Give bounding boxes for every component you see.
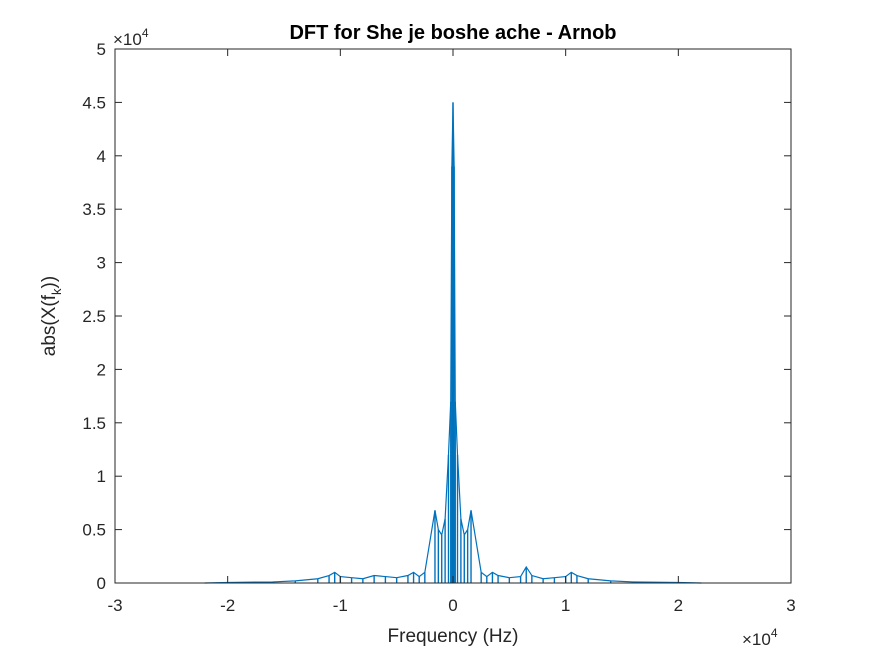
y-axis-label-end: )) [39, 276, 60, 289]
y-multiplier-base: ×10 [113, 30, 142, 49]
x-multiplier-exponent: 4 [771, 626, 778, 640]
y-tick-label: 1 [97, 467, 106, 486]
y-multiplier-exponent: 4 [142, 26, 149, 40]
x-axis-multiplier: ×104 [742, 626, 778, 649]
y-axis-multiplier: ×104 [113, 26, 149, 49]
chart-title: DFT for She je boshe ache - Arnob [289, 22, 616, 44]
x-multiplier-base: ×10 [742, 630, 771, 649]
y-tick-label: 4.5 [82, 93, 106, 112]
x-tick-label: -2 [220, 596, 235, 615]
y-tick-label: 0 [97, 574, 106, 593]
y-tick-label: 3 [97, 254, 106, 273]
y-tick-label: 4 [97, 147, 106, 166]
x-axis-label: Frequency (Hz) [388, 626, 519, 647]
y-tick-label: 5 [97, 40, 106, 59]
y-tick-label: 3.5 [82, 200, 106, 219]
y-tick-label: 2.5 [82, 307, 106, 326]
x-tick-label: -1 [333, 596, 348, 615]
x-tick-label: 2 [674, 596, 683, 615]
tick-layer: -3 -2 -1 0 1 2 3 0 0.5 1 1.5 2 2.5 3 3.5 4 4.5 5 [82, 40, 795, 615]
x-tick-label: 1 [561, 596, 570, 615]
spectrum-layer [204, 102, 702, 584]
y-axis-label-main: abs(X(f [39, 294, 60, 356]
y-tick-label: 2 [97, 360, 106, 379]
x-tick-label: 0 [448, 596, 457, 615]
y-tick-label: 1.5 [82, 414, 106, 433]
y-axis-label-subscript: k [49, 288, 64, 295]
x-tick-label: -3 [107, 596, 122, 615]
x-tick-label: 3 [786, 596, 795, 615]
y-tick-label: 0.5 [82, 521, 106, 540]
y-axis-label: abs(X(fk)) [39, 276, 64, 356]
